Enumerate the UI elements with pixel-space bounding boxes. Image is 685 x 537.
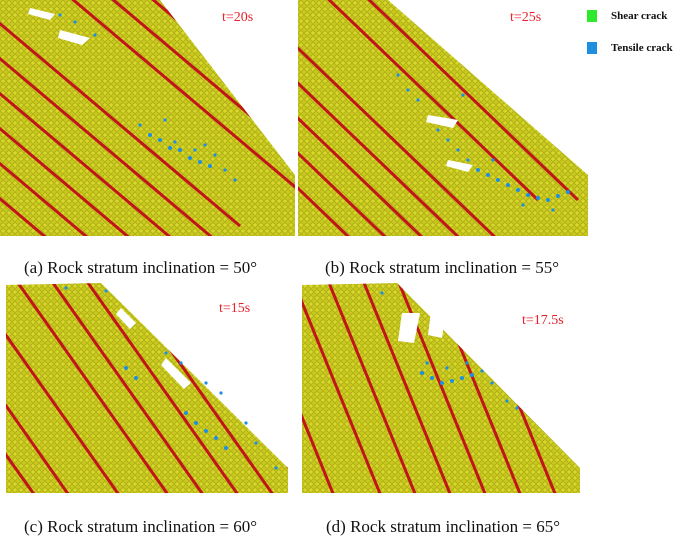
panel-a: t=20s xyxy=(0,0,295,236)
joint-line xyxy=(0,23,241,236)
joint-line xyxy=(6,362,108,493)
panel-caption: (d) Rock stratum inclination = 65° xyxy=(326,517,561,536)
time-label: t=17.5s xyxy=(522,313,564,328)
separation-gaps xyxy=(398,303,447,343)
rock-mass xyxy=(6,283,288,493)
separation-gaps xyxy=(426,115,473,172)
joint-line xyxy=(6,292,148,493)
rock-mass xyxy=(0,0,295,236)
joint-line xyxy=(302,342,349,493)
legend: Shear crack Tensile crack xyxy=(587,6,673,70)
joint-line xyxy=(0,58,241,236)
panel-c-slope-image xyxy=(6,283,288,493)
joint-line xyxy=(44,283,218,493)
legend-label: Tensile crack xyxy=(611,42,673,54)
panel-caption: (b) Rock stratum inclination = 55° xyxy=(325,258,560,277)
joint-line xyxy=(298,43,500,236)
panel-caption: (a) Rock stratum inclination = 50° xyxy=(24,258,258,277)
legend-item: Tensile crack xyxy=(587,38,673,58)
joint-line xyxy=(336,0,580,202)
joint-line xyxy=(0,93,241,236)
panel-a-slope-image xyxy=(0,0,295,236)
panel-b: t=25s xyxy=(298,0,590,236)
tensile-crack-swatch xyxy=(587,42,597,54)
joint-line xyxy=(0,163,241,236)
joint-line xyxy=(0,0,241,228)
legend-item: Shear crack xyxy=(587,6,673,26)
joint-line xyxy=(9,283,183,493)
time-label: t=15s xyxy=(219,301,251,316)
shear-crack-swatch xyxy=(587,10,597,22)
joint-line xyxy=(298,113,500,236)
joint-line xyxy=(325,283,429,493)
tensile-crack-cluster xyxy=(396,73,570,212)
joint-line xyxy=(298,0,540,202)
joint-line xyxy=(360,283,464,493)
panel-d-slope-image xyxy=(302,283,580,493)
tensile-crack-cluster xyxy=(58,13,237,182)
tensile-crack-cluster xyxy=(64,286,278,470)
joint-line xyxy=(0,128,241,236)
tensile-crack-cluster xyxy=(380,291,519,410)
legend-label: Shear crack xyxy=(611,10,668,22)
separation-gaps xyxy=(116,308,191,389)
joint-line xyxy=(6,412,78,493)
time-label: t=25s xyxy=(510,10,542,25)
joint-line xyxy=(19,0,295,193)
panel-b-slope-image xyxy=(298,0,588,236)
separation-gaps xyxy=(28,8,90,45)
joint-line xyxy=(298,78,500,236)
panel-caption: (c) Rock stratum inclination = 60° xyxy=(24,517,258,536)
panel-d: t=17.5s xyxy=(302,283,582,493)
joint-line xyxy=(302,283,394,493)
time-label: t=20s xyxy=(222,10,254,25)
joint-line xyxy=(298,8,500,236)
joint-line xyxy=(79,283,253,493)
panel-c: t=15s xyxy=(6,283,290,493)
